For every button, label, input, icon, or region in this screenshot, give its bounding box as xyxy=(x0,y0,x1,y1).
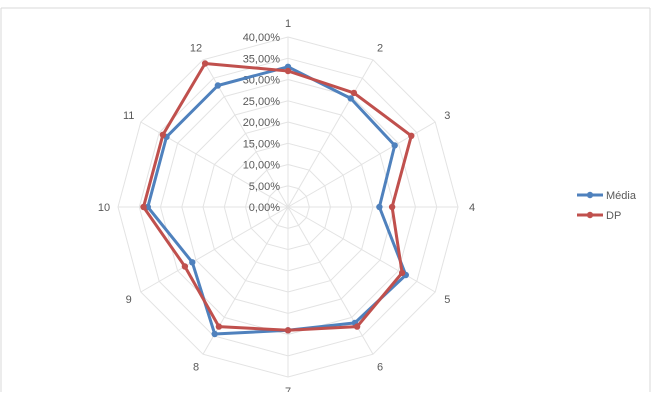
grid-spoke xyxy=(140,206,289,293)
category-label: 1 xyxy=(285,18,291,30)
data-point xyxy=(214,82,222,89)
data-point xyxy=(398,269,406,277)
category-label: 6 xyxy=(377,361,383,373)
legend-item: Média xyxy=(577,190,637,202)
data-point xyxy=(284,67,292,75)
data-point xyxy=(388,203,396,211)
series-group xyxy=(140,60,415,334)
category-label: 12 xyxy=(190,43,202,55)
chart-frame xyxy=(0,7,651,392)
radar-grid xyxy=(117,36,459,378)
legend-swatch-marker xyxy=(586,191,594,199)
legend-item: DP xyxy=(577,210,621,222)
data-point xyxy=(159,131,167,138)
category-label: 5 xyxy=(444,294,450,306)
category-label: 3 xyxy=(444,110,450,122)
category-label: 4 xyxy=(469,202,475,214)
radial-tick-labels: 0,00%5,00%10,00%15,00%20,00%25,00%30,00%… xyxy=(243,32,281,214)
category-label: 2 xyxy=(377,43,383,55)
radial-tick-label: 25,00% xyxy=(243,96,281,108)
category-label: 7 xyxy=(285,386,291,392)
radial-tick-label: 20,00% xyxy=(243,117,281,129)
data-point xyxy=(181,263,189,270)
category-label: 9 xyxy=(126,294,132,306)
radial-tick-label: 35,00% xyxy=(243,53,281,65)
grid-spoke xyxy=(287,59,374,208)
data-point xyxy=(408,132,415,139)
legend: Média DP xyxy=(577,190,637,222)
radial-tick-label: 15,00% xyxy=(243,138,281,150)
data-point xyxy=(189,259,196,266)
data-point xyxy=(353,323,361,330)
data-point xyxy=(350,89,358,97)
category-label: 10 xyxy=(98,202,110,214)
grid-spoke xyxy=(287,206,374,355)
grid-spoke xyxy=(202,206,289,355)
data-point xyxy=(391,142,398,149)
category-label: 11 xyxy=(123,110,134,122)
radial-tick-label: 10,00% xyxy=(243,160,281,172)
data-point xyxy=(284,327,292,334)
data-point xyxy=(376,203,383,211)
legend-label: Média xyxy=(606,190,637,202)
data-point xyxy=(201,60,209,67)
legend-swatch-marker xyxy=(586,211,594,219)
category-label: 8 xyxy=(193,361,199,373)
data-series xyxy=(140,60,415,338)
data-point xyxy=(347,95,354,102)
radial-tick-label: 0,00% xyxy=(249,202,280,214)
radial-tick-label: 5,00% xyxy=(249,181,280,193)
legend-label: DP xyxy=(606,210,621,222)
data-point xyxy=(211,330,218,338)
grid-spoke xyxy=(287,206,436,293)
data-point xyxy=(215,323,223,330)
data-point xyxy=(140,203,147,211)
radial-tick-label: 40,00% xyxy=(243,32,281,44)
